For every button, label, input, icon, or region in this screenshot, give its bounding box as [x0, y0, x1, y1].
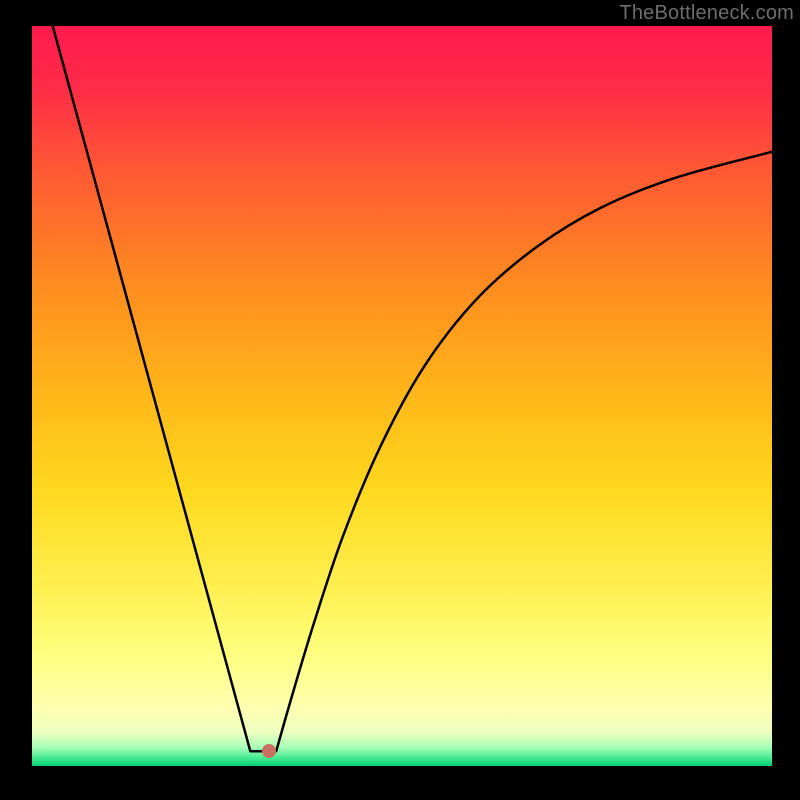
chart-plot-area: [32, 26, 772, 766]
watermark-text: TheBottleneck.com: [619, 2, 794, 25]
vertex-marker-dot: [262, 744, 276, 758]
bottleneck-curve: [32, 26, 772, 766]
